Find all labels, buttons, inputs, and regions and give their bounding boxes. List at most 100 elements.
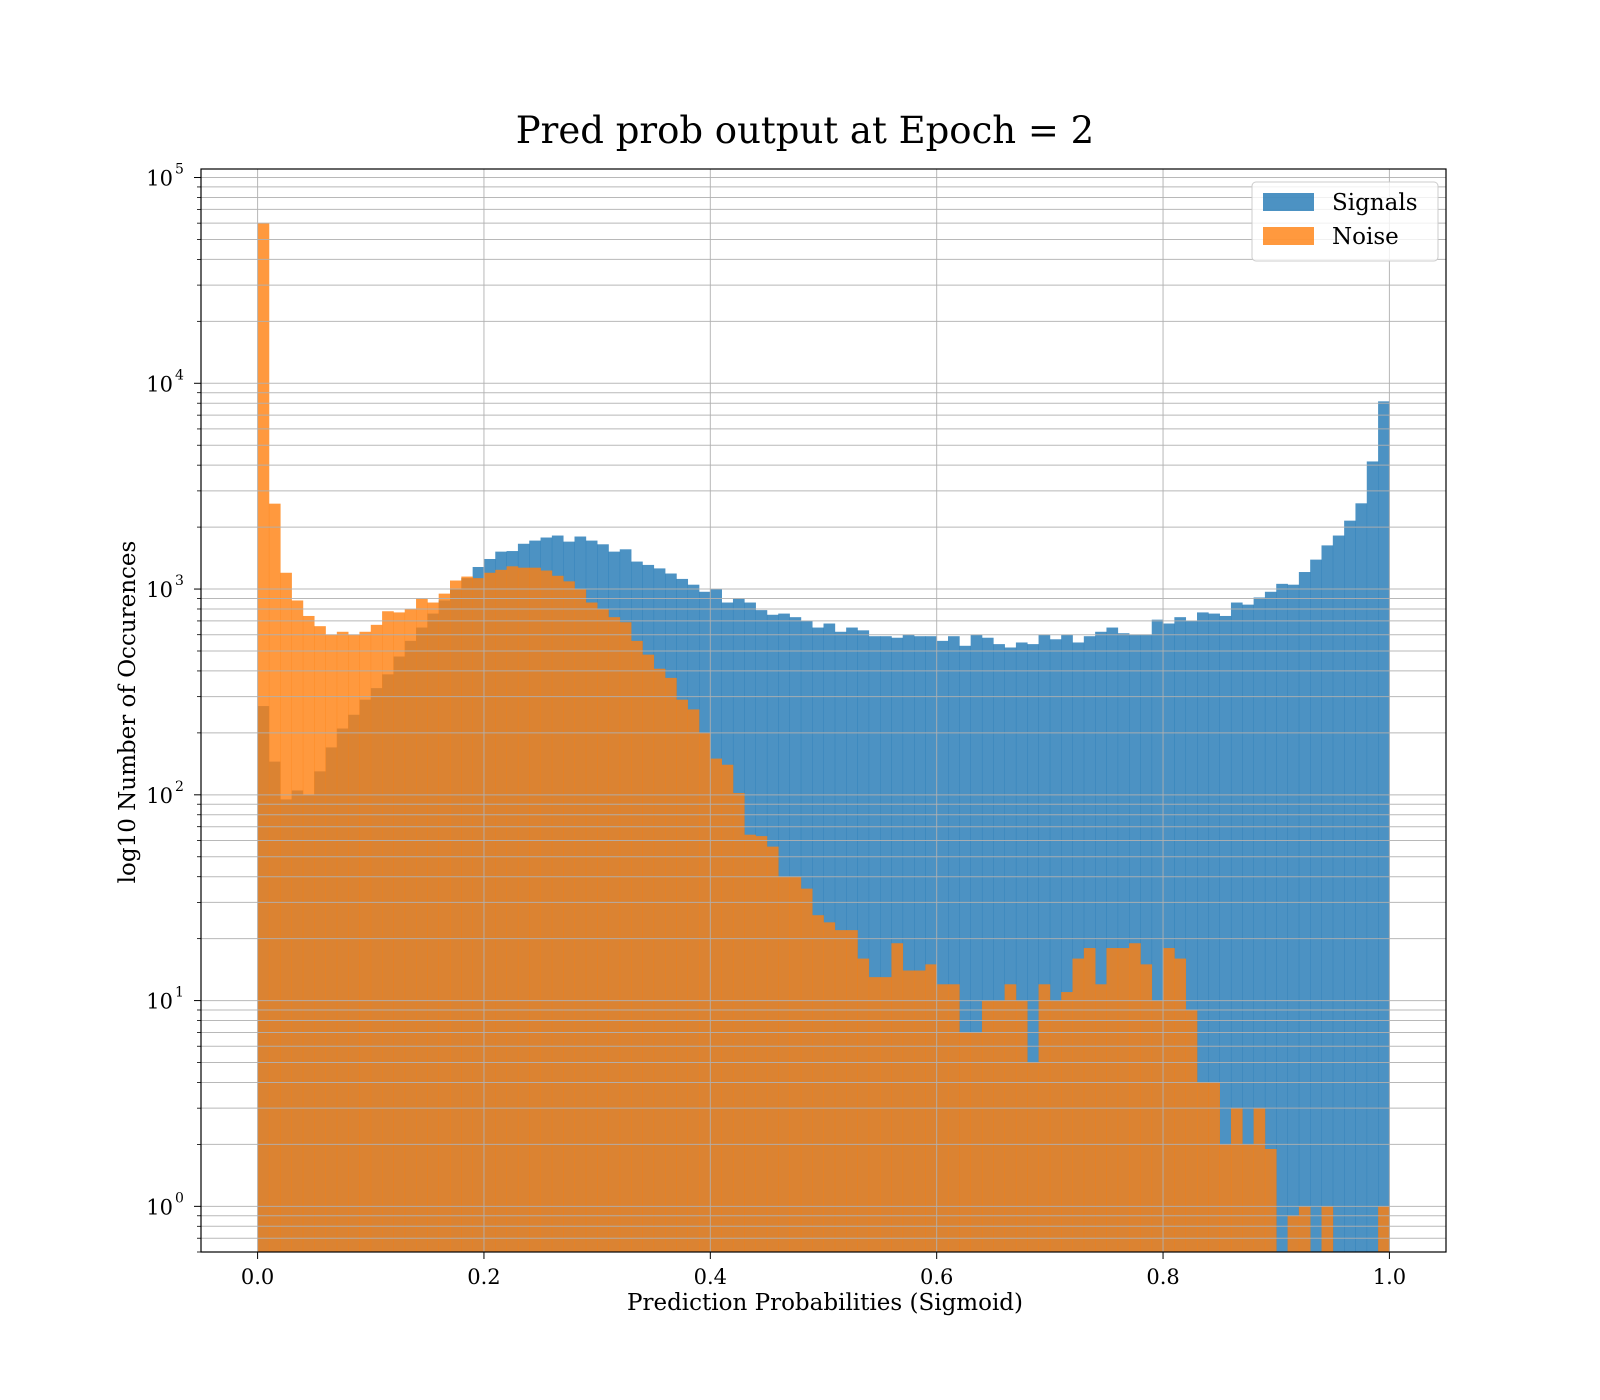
signals-bar xyxy=(1015,642,1028,1252)
noise-bar xyxy=(1321,1206,1334,1252)
noise-bar xyxy=(1083,948,1096,1252)
plot-frame xyxy=(200,168,1447,1253)
noise-bar xyxy=(993,1000,1005,1252)
signals-bar xyxy=(1049,639,1062,1252)
noise-bar xyxy=(551,575,564,1252)
signals-bar xyxy=(1061,634,1073,1252)
noise-bar xyxy=(1208,1082,1220,1252)
noise-bar xyxy=(778,876,790,1252)
noise-bar xyxy=(291,600,304,1252)
signals-bar xyxy=(970,634,983,1252)
signals-bar xyxy=(1310,559,1322,1252)
signals-bar xyxy=(1197,612,1209,1252)
grid-lines xyxy=(201,169,1446,1253)
noise-bar xyxy=(857,958,870,1252)
noise-bar xyxy=(721,764,734,1252)
noise-bar xyxy=(472,578,485,1252)
noise-bar xyxy=(416,598,428,1252)
noise-bar xyxy=(280,572,292,1252)
signals-bar xyxy=(1321,545,1334,1252)
signals-bar xyxy=(1174,617,1187,1252)
noise-bar xyxy=(823,922,836,1252)
signals-bar xyxy=(857,630,870,1252)
signals-bar xyxy=(1027,644,1039,1252)
noise-bar xyxy=(1151,1000,1164,1252)
signals-bar xyxy=(993,644,1005,1252)
noise-bar xyxy=(676,699,689,1252)
signals-bar xyxy=(1038,634,1051,1252)
y-tick-label: 10 xyxy=(146,1195,173,1219)
signals-bar xyxy=(925,636,938,1252)
y-tick-label: 10 xyxy=(146,784,173,808)
noise-bar xyxy=(1049,1000,1062,1252)
noise-bar xyxy=(789,876,802,1252)
noise-bar xyxy=(404,608,417,1252)
signals-bar xyxy=(1004,647,1017,1252)
y-tick-exponent: 3 xyxy=(175,573,184,589)
signals-bar xyxy=(1072,642,1085,1252)
noise-bar xyxy=(585,602,598,1252)
signals-bar xyxy=(1083,636,1096,1252)
noise-bar xyxy=(1015,1000,1028,1252)
x-tick-label: 0.4 xyxy=(694,1265,727,1289)
noise-bar xyxy=(687,709,700,1252)
noise-bar xyxy=(846,930,858,1252)
signals-bar xyxy=(902,634,915,1252)
noise-bar xyxy=(450,580,462,1252)
noise-bar xyxy=(438,593,451,1252)
noise-bar xyxy=(902,970,915,1252)
noise-bar xyxy=(665,677,677,1252)
signals-bar xyxy=(1253,597,1266,1252)
noise-bar xyxy=(1185,1010,1198,1252)
signals-bar xyxy=(914,636,926,1252)
noise-bar xyxy=(382,611,394,1252)
noise-bar xyxy=(336,631,349,1252)
noise-bar xyxy=(936,984,949,1252)
noise-bar xyxy=(948,984,960,1252)
y-tick-exponent: 2 xyxy=(175,779,184,795)
noise-bar xyxy=(1287,1215,1300,1252)
y-tick-label: 10 xyxy=(146,167,173,191)
legend[interactable]: Signals Noise xyxy=(1251,181,1439,262)
y-tick-exponent: 5 xyxy=(175,162,184,178)
signals-bar xyxy=(868,636,881,1252)
legend-swatch-noise xyxy=(1263,227,1314,245)
noise-bar xyxy=(1253,1108,1266,1252)
signals-bar xyxy=(1219,615,1232,1252)
plot-area xyxy=(200,168,1447,1253)
legend-swatch-signals xyxy=(1263,193,1314,211)
noise-bar xyxy=(1378,1206,1390,1252)
chart-title: Pred prob output at Epoch = 2 xyxy=(516,109,1094,152)
noise-bar xyxy=(302,615,315,1252)
noise-bar xyxy=(1004,984,1017,1252)
noise-bar xyxy=(710,758,722,1252)
signals-bar xyxy=(1163,623,1175,1252)
noise-bar xyxy=(257,223,270,1252)
signals-bar xyxy=(880,636,892,1252)
noise-bar xyxy=(461,576,473,1252)
legend-label-signals: Signals xyxy=(1332,190,1418,216)
noise-bar xyxy=(868,977,881,1252)
noise-bar xyxy=(1174,958,1187,1252)
noise-bar xyxy=(1264,1148,1277,1252)
signals-bar xyxy=(1332,535,1345,1252)
signals-bar xyxy=(936,640,949,1252)
signals-bar xyxy=(1276,583,1288,1252)
noise-bar xyxy=(1219,1144,1232,1252)
noise-bar xyxy=(529,567,541,1252)
noise-bar xyxy=(1129,943,1141,1252)
noise-bar xyxy=(563,581,575,1252)
noise-bar xyxy=(608,617,621,1252)
noise-bar xyxy=(268,503,281,1252)
noise-bar xyxy=(1106,948,1119,1252)
noise-bar xyxy=(653,668,666,1252)
noise-bar xyxy=(970,1032,983,1252)
noise-bar xyxy=(766,846,779,1252)
x-axis: 0.0 0.2 0.4 0.6 0.8 1.0 xyxy=(241,1252,1406,1289)
x-tick-label: 0.8 xyxy=(1146,1265,1179,1289)
noise-bar xyxy=(540,570,553,1252)
signals-bar xyxy=(1264,591,1277,1252)
y-axis-label: log10 Number of Occurences xyxy=(115,541,141,884)
noise-bar xyxy=(427,602,440,1252)
